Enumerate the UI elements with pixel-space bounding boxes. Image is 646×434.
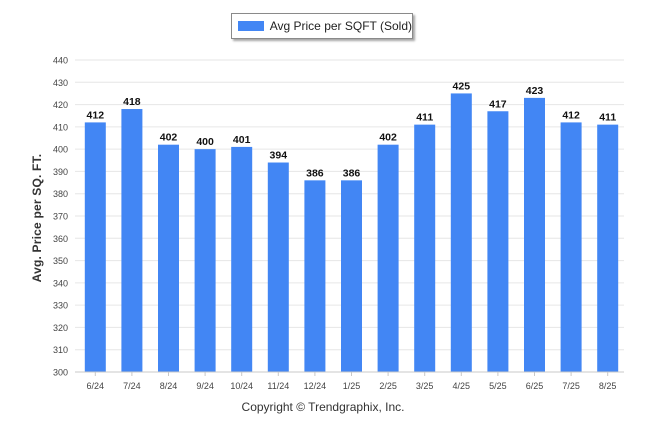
y-tick-label: 330 bbox=[53, 301, 68, 311]
copyright-text: Copyright © Trendgraphix, Inc. bbox=[241, 400, 405, 414]
x-tick-label: 4/25 bbox=[453, 381, 471, 391]
bar-value-label: 386 bbox=[306, 167, 324, 179]
x-tick-label: 10/24 bbox=[230, 381, 253, 391]
bar-value-label: 411 bbox=[599, 112, 616, 124]
x-tick-label: 9/24 bbox=[196, 381, 214, 391]
y-axis-label: Avg. Price per SQ. FT. bbox=[30, 153, 44, 283]
bar-value-label: 425 bbox=[453, 80, 471, 92]
bar-value-label: 386 bbox=[343, 167, 361, 179]
bar bbox=[231, 146, 253, 372]
y-tick-label: 430 bbox=[53, 78, 68, 88]
y-tick-label: 420 bbox=[53, 100, 68, 110]
bar bbox=[158, 144, 179, 372]
y-tick-label: 380 bbox=[53, 189, 68, 199]
y-tick-label: 400 bbox=[53, 145, 68, 155]
y-tick-label: 340 bbox=[53, 278, 68, 288]
x-tick-label: 8/24 bbox=[160, 381, 178, 391]
bar bbox=[304, 180, 326, 372]
legend-label: Avg Price per SQFT (Sold) bbox=[269, 19, 412, 33]
bar bbox=[377, 144, 399, 372]
bar-value-label: 418 bbox=[123, 96, 141, 108]
bar bbox=[560, 122, 582, 373]
bar-value-label: 412 bbox=[87, 109, 105, 121]
y-tick-label: 320 bbox=[53, 323, 68, 333]
bar-value-label: 412 bbox=[562, 109, 580, 121]
bar-value-label: 417 bbox=[489, 98, 507, 110]
bar bbox=[84, 122, 106, 373]
data-labels: 412 418 402 400 401 394 386 386 402 411 425 417 423 4… bbox=[87, 80, 617, 179]
y-tick-label: 440 bbox=[53, 56, 68, 66]
x-tick-label: 8/25 bbox=[599, 381, 617, 391]
bar bbox=[450, 93, 472, 372]
x-tick-label: 7/25 bbox=[562, 381, 580, 391]
bar bbox=[414, 124, 436, 372]
x-tick-label: 6/24 bbox=[87, 381, 105, 391]
y-tick-label: 410 bbox=[53, 122, 68, 132]
x-tick-label: 11/24 bbox=[267, 381, 289, 391]
bar bbox=[267, 162, 289, 372]
y-tick-label: 300 bbox=[53, 368, 68, 378]
x-axis-ticks: 6/24 7/24 8/24 9/24 10/24 11/24 12/24 1/25 2/25 3… bbox=[87, 372, 617, 391]
bar-value-label: 423 bbox=[526, 85, 544, 97]
y-tick-label: 370 bbox=[53, 212, 68, 222]
bar bbox=[121, 109, 143, 373]
x-tick-label: 2/25 bbox=[379, 381, 397, 391]
bar-value-label: 400 bbox=[196, 136, 214, 148]
y-tick-label: 390 bbox=[53, 167, 68, 177]
x-tick-label: 7/24 bbox=[123, 381, 141, 391]
bar-value-label: 394 bbox=[270, 150, 288, 162]
x-tick-label: 1/25 bbox=[343, 381, 361, 391]
bar-value-label: 402 bbox=[160, 132, 178, 144]
legend-swatch bbox=[238, 21, 264, 31]
bar bbox=[341, 180, 362, 372]
bar-value-label: 411 bbox=[416, 112, 433, 124]
bar-value-label: 402 bbox=[379, 132, 397, 144]
x-tick-label: 5/25 bbox=[489, 381, 507, 391]
y-axis-ticks: 300 310 320 330 340 350 360 370 380 390 400 410 420 4… bbox=[53, 56, 68, 378]
bar bbox=[487, 111, 509, 372]
y-tick-label: 310 bbox=[53, 345, 68, 355]
bar bbox=[524, 97, 545, 372]
x-tick-label: 3/25 bbox=[416, 381, 434, 391]
x-tick-label: 12/24 bbox=[304, 381, 327, 391]
bar-value-label: 401 bbox=[233, 134, 251, 146]
x-tick-label: 6/25 bbox=[526, 381, 544, 391]
bar bbox=[194, 149, 216, 372]
y-tick-label: 350 bbox=[53, 256, 68, 266]
bars bbox=[84, 93, 619, 373]
bar bbox=[597, 124, 619, 372]
legend: Avg Price per SQFT (Sold) bbox=[231, 13, 413, 39]
y-tick-label: 360 bbox=[53, 234, 68, 244]
